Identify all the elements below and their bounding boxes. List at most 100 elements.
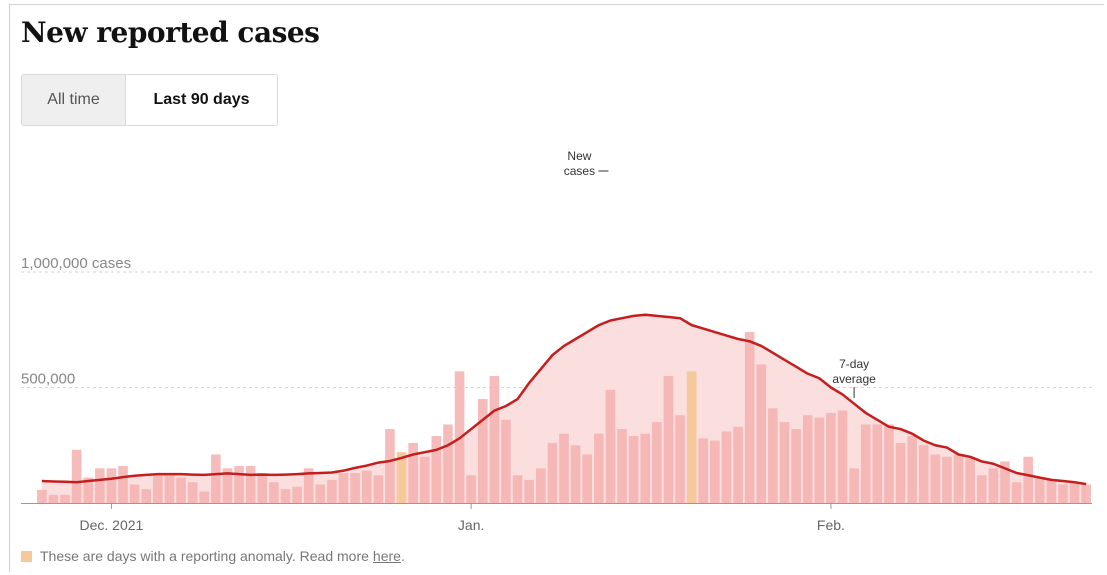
- case-bar: [965, 456, 975, 503]
- case-bar: [211, 454, 221, 503]
- case-bar: [60, 494, 70, 503]
- x-tick-label: Jan.: [458, 517, 484, 533]
- anomaly-bar: [686, 371, 697, 503]
- case-bar: [721, 431, 732, 503]
- case-bar: [640, 433, 651, 503]
- case-bar: [976, 475, 987, 503]
- average-area: [41, 314, 1087, 503]
- case-bar: [315, 484, 326, 503]
- case-bar: [768, 408, 778, 503]
- case-bar: [605, 389, 616, 503]
- case-bar: [802, 415, 813, 503]
- case-bar: [942, 456, 952, 503]
- case-bar: [779, 422, 790, 503]
- case-bar: [71, 449, 82, 503]
- case-bar: [327, 479, 337, 503]
- case-bar: [570, 445, 581, 503]
- case-bar: [733, 426, 743, 503]
- case-bar: [1034, 477, 1045, 503]
- case-bar: [512, 475, 523, 503]
- case-bar: [535, 468, 546, 503]
- case-bar: [477, 399, 488, 503]
- case-bar: [849, 468, 859, 503]
- time-range-toggle: All time Last 90 days: [21, 74, 278, 126]
- case-bar: [988, 468, 999, 503]
- case-bar: [501, 419, 511, 503]
- case-bar: [153, 472, 163, 503]
- case-bar: [431, 436, 442, 503]
- chart-frame: [9, 4, 1104, 572]
- case-bar: [338, 472, 349, 503]
- case-bar: [234, 466, 244, 503]
- cases-chart: 500,000 1,000,000 cases Dec. 2021 Jan. Feb. N…: [21, 149, 1092, 533]
- case-bar: [106, 468, 117, 503]
- case-bar: [895, 442, 906, 503]
- case-bar: [710, 440, 720, 503]
- case-bar: [164, 475, 175, 503]
- case-bar: [860, 424, 871, 503]
- case-bar: [443, 424, 453, 503]
- case-bar: [419, 456, 430, 503]
- average-annotation-line1: 7-day: [839, 357, 869, 371]
- footnote-link[interactable]: here: [372, 548, 401, 564]
- case-bar: [930, 454, 941, 503]
- x-tick-label: Feb.: [817, 517, 845, 533]
- footnote-text: These are days with a reporting anomaly.…: [40, 548, 369, 564]
- case-bar: [83, 477, 94, 503]
- case-bar: [1069, 482, 1080, 503]
- case-bar: [872, 424, 883, 503]
- case-bar: [292, 486, 302, 503]
- case-bar: [918, 445, 929, 503]
- case-bar: [176, 477, 186, 503]
- anomaly-bar: [396, 452, 407, 503]
- case-bar: [559, 433, 569, 503]
- case-bar: [617, 429, 627, 503]
- case-bar: [1046, 479, 1057, 503]
- case-bar: [826, 412, 836, 503]
- case-bar: [791, 429, 801, 503]
- case-bar: [756, 364, 767, 503]
- case-bar: [373, 475, 384, 503]
- case-bar: [37, 489, 47, 503]
- case-bar: [594, 433, 604, 503]
- last-90-days-button[interactable]: Last 90 days: [126, 75, 277, 125]
- case-bar: [489, 375, 500, 503]
- case-bar: [269, 482, 279, 503]
- average-line: [41, 313, 1087, 486]
- case-bar: [280, 489, 291, 503]
- case-bar: [907, 436, 917, 503]
- anomaly-swatch: [21, 550, 32, 562]
- case-bar: [118, 466, 128, 503]
- case-bar: [652, 422, 662, 503]
- case-bar: [628, 436, 639, 503]
- case-bar: [361, 470, 372, 503]
- footnote-end: .: [400, 548, 405, 564]
- case-bar: [1023, 456, 1033, 503]
- case-bar: [953, 454, 964, 503]
- all-time-button[interactable]: All time: [22, 75, 126, 125]
- average-annotation-line2: average: [832, 372, 876, 386]
- page-title: New reported cases: [21, 16, 320, 49]
- case-bar: [199, 491, 210, 503]
- case-bar: [95, 468, 105, 503]
- y-tick-label: 500,000: [21, 371, 75, 388]
- case-bar: [350, 472, 360, 503]
- new-cases-annotation-line1: New: [567, 149, 591, 163]
- case-bar: [222, 468, 233, 503]
- footnote: These are days with a reporting anomaly.…: [21, 548, 405, 564]
- case-bar: [408, 442, 418, 503]
- case-bar: [257, 472, 268, 503]
- case-bar: [814, 417, 825, 503]
- case-bar: [663, 375, 674, 503]
- case-bar: [48, 494, 59, 503]
- case-bar: [245, 466, 256, 503]
- case-bar: [129, 484, 140, 503]
- case-bar: [1011, 482, 1022, 503]
- case-bar: [466, 475, 476, 503]
- new-cases-annotation-line2: cases: [564, 164, 595, 178]
- case-bar: [698, 438, 709, 503]
- case-bar: [675, 415, 685, 503]
- case-bar: [744, 332, 755, 503]
- case-bar: [1000, 461, 1010, 503]
- case-bar: [524, 479, 534, 503]
